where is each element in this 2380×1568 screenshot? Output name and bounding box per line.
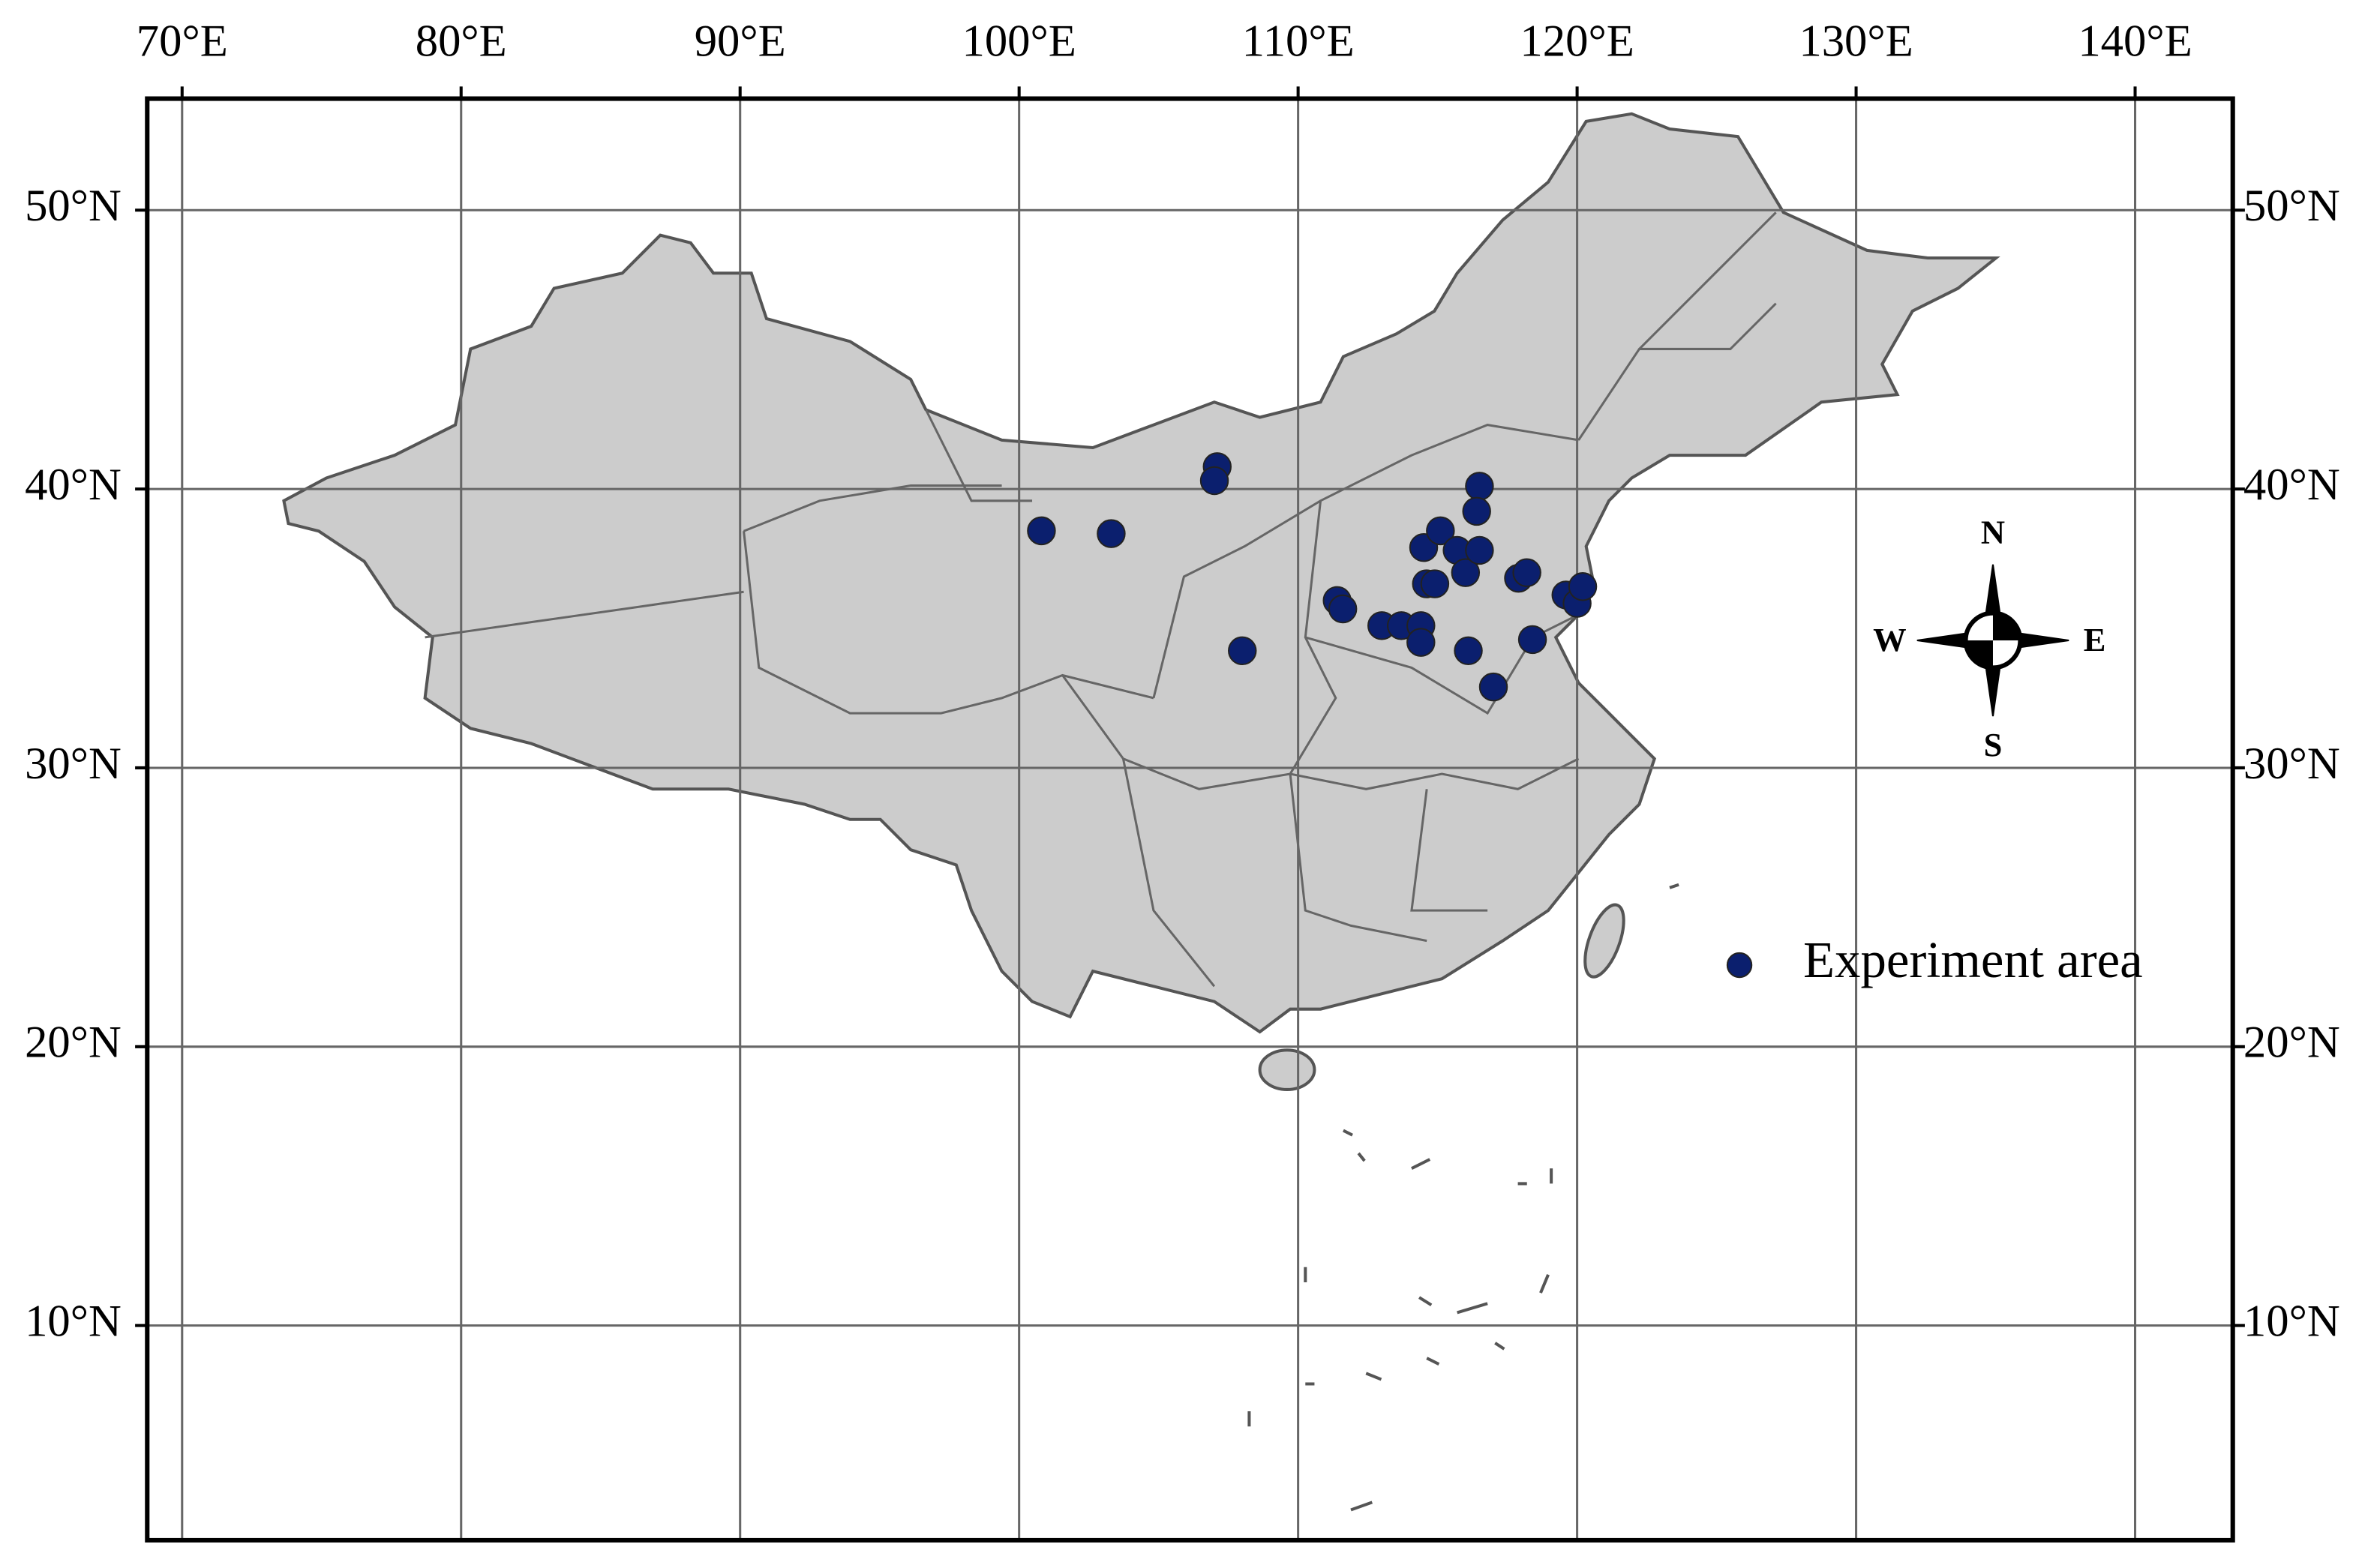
hainan <box>1258 1048 1316 1091</box>
compass: N S W E <box>1873 514 2105 763</box>
y-tick-label: 40°N <box>25 460 122 510</box>
land <box>282 112 2000 1512</box>
point <box>1462 496 1491 526</box>
y-tick-label: 40°N <box>2243 460 2340 510</box>
point <box>1027 516 1056 546</box>
x-tick-label: 90°E <box>695 16 786 67</box>
point <box>1478 672 1508 702</box>
y-tick-label: 10°N <box>25 1297 122 1347</box>
ticks: 70°E 80°E 90°E 100°E 110°E 120°E 130°E 140°E 10°… <box>25 16 2340 1347</box>
taiwan <box>1583 903 1625 979</box>
x-tick-label: 120°E <box>1520 16 1634 67</box>
y-tick-label: 30°N <box>25 739 122 789</box>
point <box>1228 636 1257 666</box>
islands <box>1247 883 1679 1512</box>
x-tick-label: 100°E <box>962 16 1076 67</box>
x-tick-label: 80°E <box>416 16 507 67</box>
legend: Experiment area <box>1726 931 2143 988</box>
point <box>1199 466 1229 496</box>
point <box>1517 625 1547 655</box>
y-tick-label: 20°N <box>25 1018 122 1068</box>
point <box>1406 628 1436 657</box>
legend-label: Experiment area <box>1803 931 2143 988</box>
point <box>1328 594 1358 624</box>
point <box>1420 569 1450 598</box>
y-tick-label: 50°N <box>25 181 122 231</box>
points <box>1027 452 1598 702</box>
point <box>1451 558 1481 587</box>
x-tick-label: 70°E <box>137 16 228 67</box>
frame <box>145 96 2235 1543</box>
compass-quadrants <box>1965 613 2021 668</box>
legend-marker <box>1726 952 1753 979</box>
compass-w: W <box>1873 621 1907 658</box>
y-tick-label: 30°N <box>2243 739 2340 789</box>
y-tick-label: 50°N <box>2243 181 2340 231</box>
compass-e: E <box>2084 621 2106 658</box>
point <box>1426 516 1455 546</box>
china-outline <box>282 112 2000 1034</box>
point <box>1465 535 1494 565</box>
point <box>1454 636 1483 666</box>
point <box>1568 572 1598 601</box>
x-tick-label: 130°E <box>1799 16 1913 67</box>
grid <box>147 98 2233 1540</box>
y-tick-label: 10°N <box>2243 1297 2340 1347</box>
province-border <box>425 211 1777 988</box>
point <box>1097 519 1126 548</box>
x-tick-label: 140°E <box>2078 16 2192 67</box>
compass-n: N <box>1981 514 2005 551</box>
point <box>1512 558 1541 587</box>
x-tick-label: 110°E <box>1242 16 1355 67</box>
compass-s: S <box>1984 726 2003 763</box>
point <box>1465 472 1494 501</box>
y-tick-label: 20°N <box>2243 1018 2340 1068</box>
